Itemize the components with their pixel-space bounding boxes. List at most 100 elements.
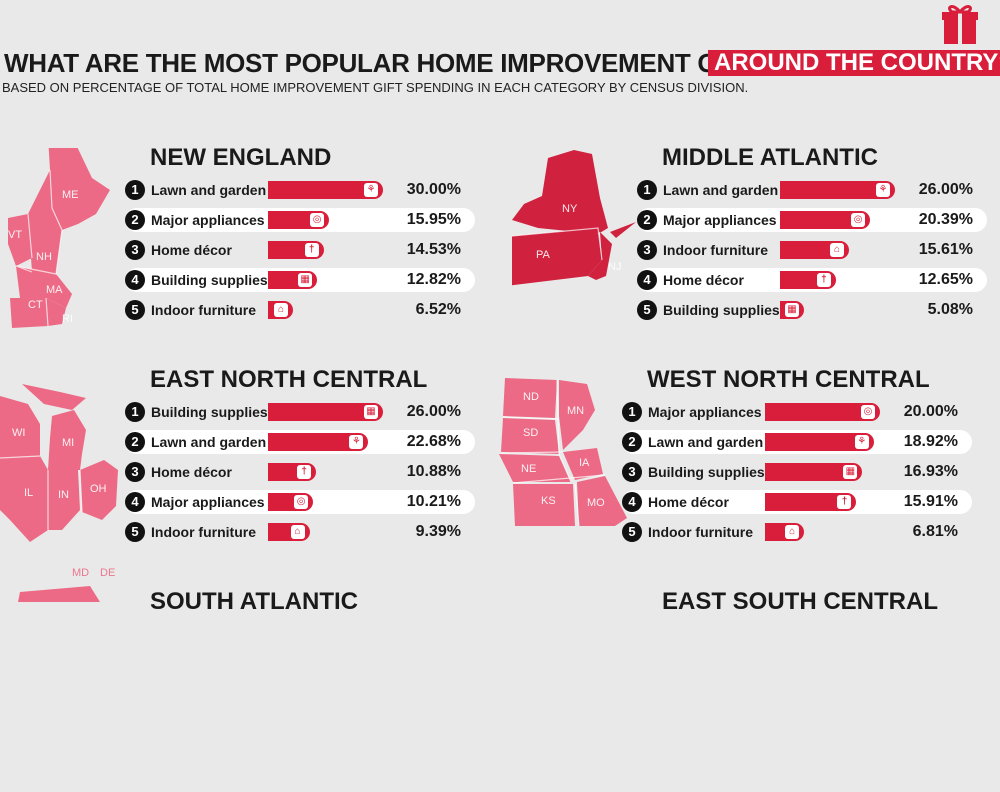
bar-row: 1 Major appliances ◎ 20.00% [622,400,972,424]
value-label: 26.00% [918,181,973,198]
lamp-icon: † [304,243,319,257]
page-subtitle: BASED ON PERCENTAGE OF TOTAL HOME IMPROV… [2,80,749,95]
lawnmower-icon: ⚘ [364,183,378,197]
lawnmower-icon: ⚘ [854,435,869,449]
rank-badge: 2 [637,210,657,230]
map-west-north-central: ND MN SD NE IA KS MO [499,378,627,527]
map-label: NE [521,463,536,475]
bar: ▦ [765,463,863,481]
map-label: NJ [608,261,621,273]
category-label: Lawn and garden [663,182,779,198]
tile-icon: ▦ [364,405,378,419]
category-label: Building supplies [663,302,780,318]
rank-badge: 1 [637,180,657,200]
bar-row: 2 Major appliances ◎ 15.95% [125,208,475,232]
map-label: WI [12,427,25,439]
bar-row: 5 Indoor furniture ⌂ 6.52% [125,298,475,322]
category-label: Indoor furniture [663,242,768,258]
category-label: Building supplies [648,464,765,480]
category-label: Indoor furniture [151,302,256,318]
map-label: CT [28,299,43,311]
bar-row: 2 Lawn and garden ⚘ 22.68% [125,430,475,454]
rank-badge: 1 [125,402,145,422]
rank-badge: 2 [125,210,145,230]
bar: † [780,271,836,289]
tile-icon: ▦ [785,303,799,317]
category-label: Building supplies [151,272,268,288]
value-label: 6.81% [912,523,958,540]
bar: ▦ [268,271,318,289]
value-label: 15.95% [406,211,461,228]
value-label: 15.91% [903,493,958,510]
rank-badge: 3 [622,462,642,482]
bar-row: 4 Major appliances ◎ 10.21% [125,490,475,514]
value-label: 10.88% [406,463,461,480]
region-title: EAST SOUTH CENTRAL [662,588,938,615]
category-label: Home décor [663,272,744,288]
bar: ◎ [780,211,871,229]
panel-east-north-central: WI MI IL IN OH EAST NORTH CENTRAL 1 Buildi… [0,366,480,570]
bar: † [268,241,324,259]
category-label: Major appliances [663,212,777,228]
sofa-icon: ⌂ [830,243,845,257]
panel-middle-atlantic: NY PA NJ MIDDLE ATLANTIC 1 Lawn and garden… [512,144,992,348]
category-label: Home décor [151,464,232,480]
region-title: MIDDLE ATLANTIC [662,144,878,171]
map-label: MO [587,497,605,509]
map-label: VT [8,229,22,241]
map-label: IA [579,457,590,469]
map-label: IN [58,489,69,501]
value-label: 30.00% [406,181,461,198]
rank-badge: 5 [125,300,145,320]
map-label: NH [36,251,52,263]
rank-badge: 5 [622,522,642,542]
bar: ◎ [268,493,314,511]
value-label: 15.61% [918,241,973,258]
bar-row: 1 Lawn and garden ⚘ 30.00% [125,178,475,202]
bar-row: 5 Building supplies ▦ 5.08% [637,298,987,322]
washer-icon: ◎ [294,495,309,509]
category-label: Home décor [151,242,232,258]
rank-badge: 2 [622,432,642,452]
page-title: WHAT ARE THE MOST POPULAR HOME IMPROVEME… [4,48,773,78]
bar-row: 2 Lawn and garden ⚘ 18.92% [622,430,972,454]
map-label: DE [100,567,115,579]
panel-west-north-central: ND MN SD NE IA KS MO WEST NORTH CENTRAL 1… [497,366,977,570]
rank-badge: 2 [125,432,145,452]
rank-badge: 4 [622,492,642,512]
bar-row: 5 Indoor furniture ⌂ 9.39% [125,520,475,544]
tile-icon: ▦ [843,465,858,479]
sofa-icon: ⌂ [785,525,800,539]
value-label: 10.21% [406,493,461,510]
lawnmower-icon: ⚘ [349,435,364,449]
category-label: Indoor furniture [648,524,753,540]
map-label: IL [24,487,33,499]
panel-new-england: ME VT NH MA CT RI NEW ENGLAND 1 Lawn and g… [0,144,480,348]
bar-row: 3 Indoor furniture ⌂ 15.61% [637,238,987,262]
washer-icon: ◎ [851,213,866,227]
panel-south-atlantic: MD DE SOUTH ATLANTIC [0,567,480,792]
value-label: 26.00% [406,403,461,420]
bar: † [765,493,857,511]
map-label: ND [523,391,539,403]
bar: ▦ [780,301,804,319]
value-label: 16.93% [903,463,958,480]
sofa-icon: ⌂ [290,525,305,539]
map-label: SD [523,427,538,439]
region-title: WEST NORTH CENTRAL [647,366,930,393]
rank-badge: 4 [637,270,657,290]
rank-badge: 3 [637,240,657,260]
rank-badge: 4 [125,270,145,290]
value-label: 18.92% [903,433,958,450]
map-label: MI [62,437,74,449]
value-label: 12.82% [406,271,461,288]
category-label: Lawn and garden [151,182,267,198]
panel-east-south-central: EAST SOUTH CENTRAL [512,588,992,792]
bar-row: 2 Major appliances ◎ 20.39% [637,208,987,232]
category-label: Building supplies [151,404,268,420]
bar: ⚘ [780,181,895,199]
bar-row: 4 Home décor † 12.65% [637,268,987,292]
bar-row: 3 Home décor † 14.53% [125,238,475,262]
category-label: Home décor [648,494,729,510]
value-label: 12.65% [918,271,973,288]
